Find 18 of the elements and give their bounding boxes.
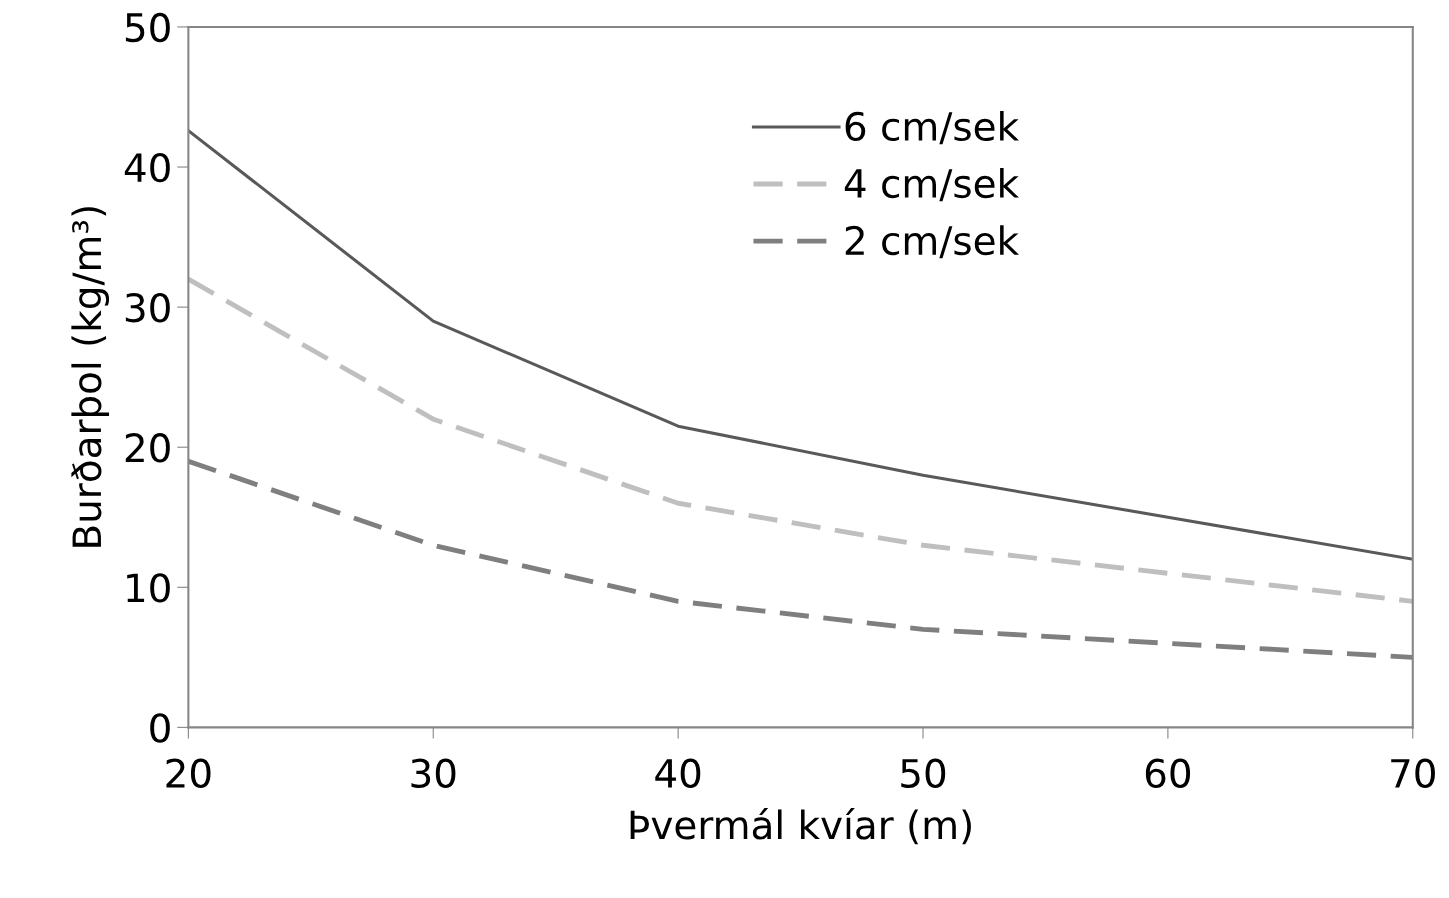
legend-label: 4 cm/sek xyxy=(844,168,1019,202)
y-tick-label: 40 xyxy=(124,152,170,183)
x-tick-label: 20 xyxy=(166,758,211,789)
x-tick-label: 30 xyxy=(411,758,456,789)
x-axis-title: Þvermál kvíar (m) xyxy=(630,807,971,845)
line-series xyxy=(188,276,1413,604)
y-tick-label: 10 xyxy=(127,573,170,603)
x-tick-label: 60 xyxy=(1145,758,1191,789)
legend-label: 2 cm/sek xyxy=(845,225,1019,259)
y-tick-label: 0 xyxy=(150,713,170,743)
legend-label: 6 cm/sek xyxy=(845,110,1019,145)
y-tick-label: 20 xyxy=(125,433,170,463)
x-tick-label: 50 xyxy=(901,758,946,789)
y-tick-label: 50 xyxy=(125,12,170,43)
y-axis-title: Burðarþol (kg/m³) xyxy=(71,207,110,547)
y-tick-label: 30 xyxy=(125,293,170,323)
x-tick-label: 40 xyxy=(655,758,701,789)
x-tick-label: 70 xyxy=(1391,758,1435,789)
